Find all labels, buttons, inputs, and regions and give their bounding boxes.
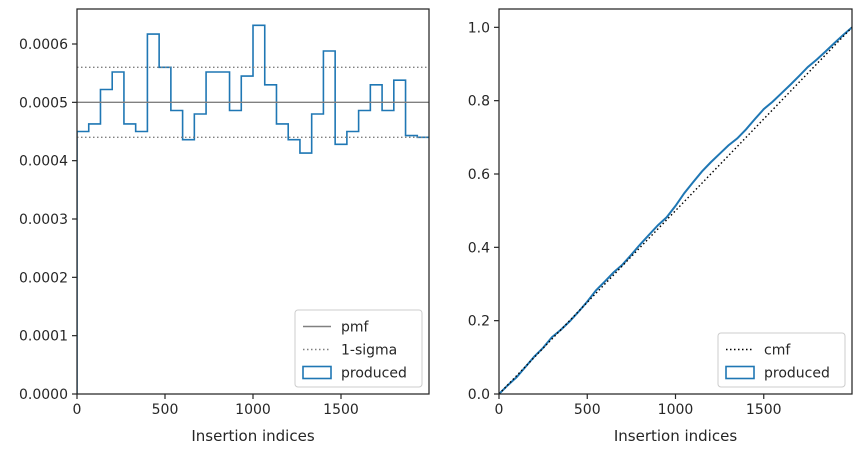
y-tick-label: 0.8 [468, 94, 490, 110]
y-tick-label: 1.0 [468, 20, 490, 36]
y-tick-label: 0.0 [468, 387, 490, 403]
legend-label-cmf: cmf [764, 343, 791, 359]
cdf-panel: 0 500 1000 1500 0.0 0.2 0.4 0.6 0.8 1.0 Insertion … [468, 8, 853, 445]
legend-box [717, 332, 846, 388]
legend-label-1-sigma: 1-sigma [341, 343, 397, 359]
x-tick-label: 500 [152, 402, 179, 418]
legend-swatch-patch [302, 365, 332, 380]
x-tick-label: 1500 [746, 402, 782, 418]
legend-swatch-patch [725, 365, 755, 380]
axes-frame [76, 8, 430, 395]
plot-area [77, 24, 429, 394]
x-tick-label: 1500 [323, 402, 359, 418]
legend: pmf 1-sigma produced [294, 309, 423, 388]
y-tick-label: 0.0002 [19, 270, 68, 286]
x-axis-label: Insertion indices [614, 427, 737, 445]
x-tick-label: 1000 [235, 402, 271, 418]
plot-area [499, 26, 852, 394]
y-tick-label: 0.0000 [19, 387, 68, 403]
y-tick-label: 0.0001 [19, 329, 68, 345]
y-tick-label: 0.0003 [19, 212, 68, 228]
x-tick-label: 1000 [658, 402, 694, 418]
x-tick-label: 500 [574, 402, 601, 418]
y-tick-label: 0.4 [468, 240, 490, 256]
y-tick-label: 0.2 [468, 314, 490, 330]
legend-label-produced: produced [764, 366, 830, 382]
histogram-panel: 0 500 1000 1500 0.0000 0.0001 0.0002 0.0003 0.00… [19, 8, 430, 445]
x-tick-label: 0 [73, 402, 82, 418]
legend-label-pmf: pmf [341, 320, 370, 336]
x-tick-label: 0 [495, 402, 504, 418]
legend-label-produced: produced [341, 366, 407, 382]
legend: cmf produced [717, 332, 846, 388]
histogram-step-produced [77, 24, 429, 394]
y-tick-label: 0.0005 [19, 95, 68, 111]
cmf-line [499, 26, 852, 394]
axes-frame [498, 8, 853, 395]
y-tick-label: 0.0004 [19, 154, 68, 170]
y-tick-label: 0.6 [468, 167, 490, 183]
x-axis-label: Insertion indices [191, 427, 314, 445]
legend-box [294, 309, 423, 388]
y-tick-label: 0.0006 [19, 37, 68, 53]
